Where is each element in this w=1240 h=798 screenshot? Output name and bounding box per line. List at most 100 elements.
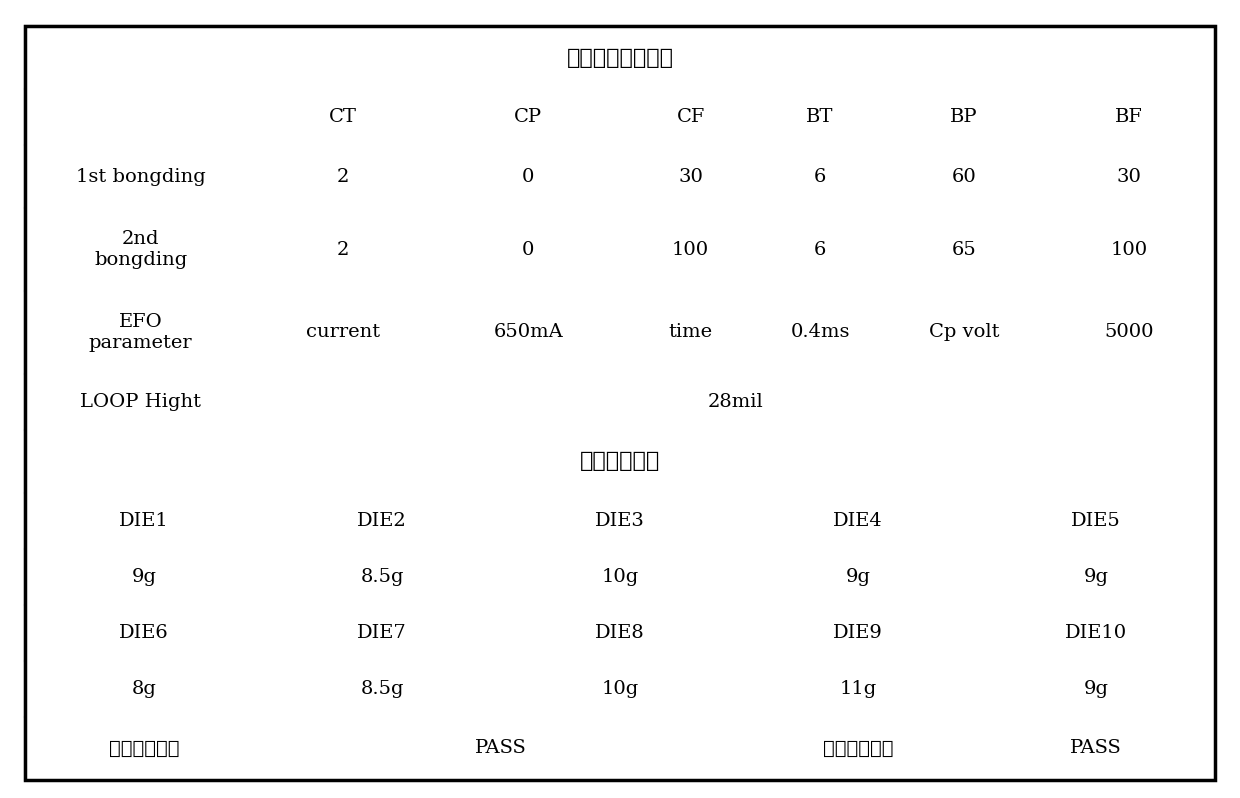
Text: 6: 6 xyxy=(813,168,826,186)
Text: DIE2: DIE2 xyxy=(357,512,407,530)
Text: 9g: 9g xyxy=(131,568,156,586)
Bar xyxy=(430,89,626,145)
Text: DIE10: DIE10 xyxy=(1065,624,1127,642)
Text: 0: 0 xyxy=(522,241,534,259)
Bar xyxy=(1043,89,1215,145)
Text: DIE6: DIE6 xyxy=(119,624,169,642)
Text: BT: BT xyxy=(806,109,833,126)
Text: CT: CT xyxy=(330,109,357,126)
Text: 拉力实验结果: 拉力实验结果 xyxy=(109,739,180,758)
Bar xyxy=(739,493,977,549)
Text: DIE3: DIE3 xyxy=(595,512,645,530)
Text: 30: 30 xyxy=(678,168,703,186)
Bar xyxy=(885,208,1043,291)
Text: 焊线设备调整参数: 焊线设备调整参数 xyxy=(567,48,673,68)
Text: 8.5g: 8.5g xyxy=(361,680,404,697)
Bar xyxy=(257,373,1215,430)
Bar xyxy=(263,493,501,549)
Bar xyxy=(501,605,739,661)
Text: 1st bongding: 1st bongding xyxy=(76,168,206,186)
Bar xyxy=(25,26,1215,89)
Bar xyxy=(257,291,430,373)
Text: 拉力检测结果: 拉力检测结果 xyxy=(580,452,660,472)
Text: EFO
parameter: EFO parameter xyxy=(89,313,192,352)
Text: PASS: PASS xyxy=(475,740,527,757)
Bar xyxy=(257,89,430,145)
Text: 9g: 9g xyxy=(846,568,870,586)
Bar xyxy=(885,89,1043,145)
Bar xyxy=(263,717,739,780)
Text: 11g: 11g xyxy=(839,680,877,697)
Bar xyxy=(626,89,755,145)
Text: BF: BF xyxy=(1115,109,1143,126)
Bar xyxy=(25,430,1215,493)
Bar xyxy=(977,605,1215,661)
Bar xyxy=(25,89,257,145)
Bar xyxy=(263,605,501,661)
Text: 100: 100 xyxy=(672,241,709,259)
Bar xyxy=(977,493,1215,549)
Text: 100: 100 xyxy=(1111,241,1148,259)
Bar xyxy=(755,145,885,208)
Text: CF: CF xyxy=(677,109,704,126)
Text: DIE9: DIE9 xyxy=(833,624,883,642)
Bar xyxy=(755,291,885,373)
Bar xyxy=(1043,208,1215,291)
Bar xyxy=(626,145,755,208)
Bar xyxy=(263,549,501,605)
Bar xyxy=(25,661,263,717)
Bar xyxy=(977,661,1215,717)
Text: 9g: 9g xyxy=(1084,680,1109,697)
Text: DIE1: DIE1 xyxy=(119,512,169,530)
Bar xyxy=(501,493,739,549)
Bar xyxy=(977,717,1215,780)
Bar xyxy=(257,145,430,208)
Bar xyxy=(257,208,430,291)
Text: BP: BP xyxy=(950,109,978,126)
Bar xyxy=(430,291,626,373)
Bar xyxy=(626,208,755,291)
Bar xyxy=(25,717,263,780)
Bar xyxy=(25,291,257,373)
Text: 65: 65 xyxy=(951,241,976,259)
Text: 9g: 9g xyxy=(1084,568,1109,586)
Text: Cp volt: Cp volt xyxy=(929,323,999,342)
Bar xyxy=(755,208,885,291)
Bar xyxy=(501,549,739,605)
Bar xyxy=(263,661,501,717)
Text: 弹坑实验结果: 弹坑实验结果 xyxy=(823,739,893,758)
Text: DIE8: DIE8 xyxy=(595,624,645,642)
Text: 0: 0 xyxy=(522,168,534,186)
Text: DIE5: DIE5 xyxy=(1071,512,1121,530)
Bar xyxy=(739,661,977,717)
Text: time: time xyxy=(668,323,713,342)
Bar xyxy=(755,89,885,145)
Text: 2: 2 xyxy=(337,168,350,186)
Bar xyxy=(739,717,977,780)
Bar xyxy=(501,661,739,717)
Text: 8.5g: 8.5g xyxy=(361,568,404,586)
Text: 5000: 5000 xyxy=(1105,323,1154,342)
Bar xyxy=(885,291,1043,373)
Text: 2nd
bongding: 2nd bongding xyxy=(94,231,187,269)
Bar xyxy=(25,493,263,549)
Text: 2: 2 xyxy=(337,241,350,259)
Text: 650mA: 650mA xyxy=(494,323,563,342)
Bar xyxy=(977,549,1215,605)
Text: 28mil: 28mil xyxy=(708,393,764,411)
Text: 8g: 8g xyxy=(131,680,156,697)
Bar xyxy=(626,291,755,373)
Bar xyxy=(1043,145,1215,208)
Bar xyxy=(25,605,263,661)
Bar xyxy=(25,549,263,605)
Bar xyxy=(430,208,626,291)
Text: 10g: 10g xyxy=(601,680,639,697)
Bar xyxy=(885,145,1043,208)
Text: DIE4: DIE4 xyxy=(833,512,883,530)
Bar xyxy=(739,605,977,661)
Text: 0.4ms: 0.4ms xyxy=(790,323,849,342)
Bar xyxy=(739,549,977,605)
Text: DIE7: DIE7 xyxy=(357,624,407,642)
Text: current: current xyxy=(306,323,381,342)
Text: PASS: PASS xyxy=(1070,740,1122,757)
